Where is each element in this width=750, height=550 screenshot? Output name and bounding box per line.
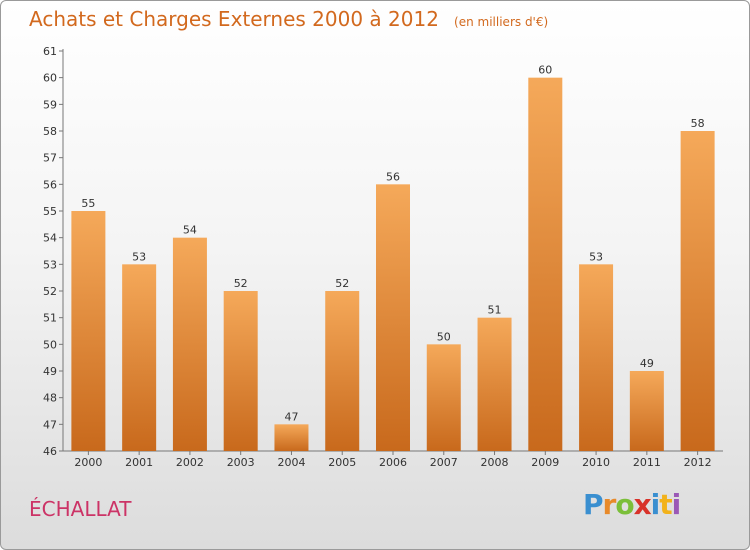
bar-2005 bbox=[325, 291, 360, 451]
bar-2000 bbox=[71, 211, 106, 451]
proxiti-logo: Proxiti bbox=[583, 488, 681, 521]
x-tick-label-2004: 2004 bbox=[277, 456, 305, 469]
y-tick-label: 55 bbox=[43, 205, 57, 218]
y-tick-label: 49 bbox=[43, 365, 57, 378]
data-label-2001: 53 bbox=[132, 250, 146, 263]
x-tick-label-2000: 2000 bbox=[74, 456, 102, 469]
data-label-2009: 60 bbox=[538, 64, 552, 77]
y-tick-label: 50 bbox=[43, 338, 57, 351]
bar-2006 bbox=[376, 184, 410, 452]
y-tick-label: 48 bbox=[43, 392, 57, 405]
y-tick-label: 60 bbox=[43, 72, 57, 85]
axes: 46 47 48 49 50 51 52 53 54 55 56 57 58 59 60 61 2000 2001… bbox=[43, 45, 723, 469]
y-tick-label: 61 bbox=[43, 45, 57, 58]
bar-2001 bbox=[122, 264, 157, 451]
y-tick-label: 57 bbox=[43, 152, 57, 165]
data-label-2011: 49 bbox=[640, 357, 654, 370]
bar-2010 bbox=[579, 264, 614, 451]
bar-2007 bbox=[426, 344, 461, 451]
x-tick-label-2007: 2007 bbox=[430, 456, 458, 469]
bar-2002 bbox=[172, 237, 207, 451]
x-tick-label-2008: 2008 bbox=[481, 456, 509, 469]
bars bbox=[71, 77, 715, 452]
x-tick-label-2010: 2010 bbox=[582, 456, 610, 469]
data-label-2005: 52 bbox=[335, 277, 349, 290]
y-tick-label: 52 bbox=[43, 285, 57, 298]
data-label-2008: 51 bbox=[488, 304, 502, 317]
x-tick-label-2005: 2005 bbox=[328, 456, 356, 469]
y-tick-label: 59 bbox=[43, 98, 57, 111]
bar-2004 bbox=[274, 424, 309, 451]
chart-subtitle: (en milliers d'€) bbox=[454, 15, 549, 29]
data-label-2002: 54 bbox=[183, 224, 197, 237]
bar-2009 bbox=[528, 77, 563, 452]
x-tick-label-2011: 2011 bbox=[633, 456, 661, 469]
y-tick-label: 54 bbox=[43, 232, 57, 245]
data-label-2007: 50 bbox=[437, 330, 451, 343]
data-label-2006: 56 bbox=[386, 170, 400, 183]
bar-2011 bbox=[629, 371, 664, 451]
bar-2012 bbox=[680, 131, 715, 451]
y-tick-label: 56 bbox=[43, 178, 57, 191]
x-tick-label-2012: 2012 bbox=[684, 456, 712, 469]
x-tick-label-2006: 2006 bbox=[379, 456, 407, 469]
data-label-2012: 58 bbox=[691, 117, 705, 130]
x-tick-label-2003: 2003 bbox=[227, 456, 255, 469]
y-tick-label: 58 bbox=[43, 125, 57, 138]
y-tick-label: 47 bbox=[43, 418, 57, 431]
y-tick-label: 46 bbox=[43, 445, 57, 458]
bar-2008 bbox=[477, 317, 512, 451]
bar-2003 bbox=[223, 291, 258, 451]
x-tick-label-2001: 2001 bbox=[125, 456, 153, 469]
town-name: ÉCHALLAT bbox=[29, 497, 132, 521]
data-label-2010: 53 bbox=[589, 250, 603, 263]
title-block: Achats et Charges Externes 2000 à 2012 (… bbox=[29, 7, 548, 31]
labels: 55 53 54 52 47 52 56 50 51 60 53 49 58 bbox=[81, 64, 704, 424]
chart-title: Achats et Charges Externes 2000 à 2012 bbox=[29, 7, 439, 31]
x-tick-label-2009: 2009 bbox=[531, 456, 559, 469]
y-tick-label: 53 bbox=[43, 258, 57, 271]
data-label-2000: 55 bbox=[81, 197, 95, 210]
data-label-2003: 52 bbox=[234, 277, 248, 290]
x-tick-label-2002: 2002 bbox=[176, 456, 204, 469]
y-tick-label: 51 bbox=[43, 312, 57, 325]
data-label-2004: 47 bbox=[284, 410, 298, 423]
